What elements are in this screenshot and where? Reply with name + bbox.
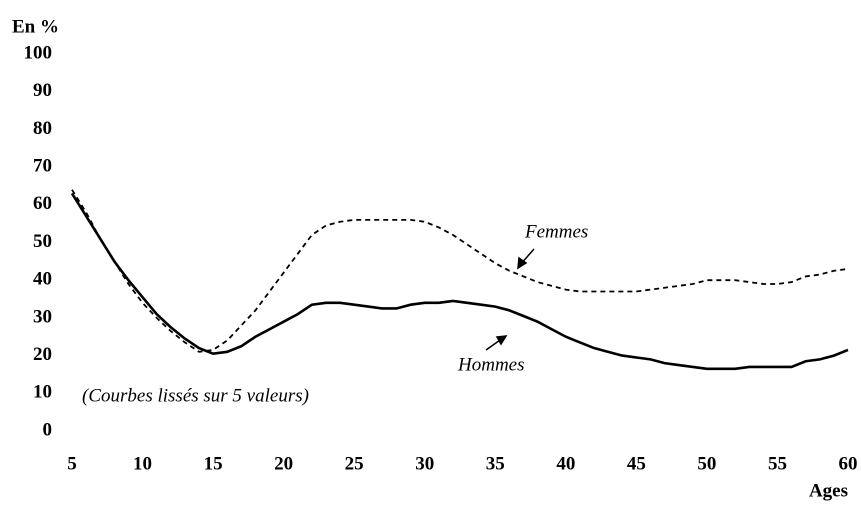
y-axis-label: En %: [12, 16, 59, 37]
x-axis-label: Ages: [809, 480, 848, 501]
x-tick-label: 45: [627, 453, 646, 474]
y-tick-label: 50: [33, 231, 52, 252]
line: [71, 189, 849, 353]
x-tick-label: 25: [345, 453, 364, 474]
y-tick-label: 40: [33, 269, 52, 290]
y-tick-label: 10: [33, 382, 52, 403]
y-tick-label: 90: [33, 80, 52, 101]
y-tick-label: 60: [33, 193, 52, 214]
y-tick-label: 30: [33, 306, 52, 327]
arrows: [485, 248, 535, 351]
y-tick-label: 80: [33, 118, 52, 139]
y-tick-label: 100: [24, 42, 53, 63]
line: [70, 192, 849, 371]
series-label: Hommes: [457, 354, 525, 375]
annotation: (Courbes lissés sur 5 valeurs): [82, 385, 309, 406]
y-tick-label: 20: [33, 344, 52, 365]
x-tick-label: 60: [839, 453, 858, 474]
x-tick-label: 40: [556, 453, 575, 474]
x-tick-label: 35: [486, 453, 505, 474]
series-label: Femmes: [524, 221, 588, 242]
x-tick-label: 20: [274, 453, 293, 474]
y-tick-label: 70: [33, 155, 52, 176]
x-tick-label: 5: [67, 453, 77, 474]
x-tick-label: 30: [415, 453, 434, 474]
x-tick-label: 55: [768, 453, 787, 474]
y-tick-label: 0: [43, 419, 53, 440]
x-tick-label: 10: [133, 453, 152, 474]
x-tick-label: 50: [697, 453, 716, 474]
x-tick-label: 15: [204, 453, 223, 474]
